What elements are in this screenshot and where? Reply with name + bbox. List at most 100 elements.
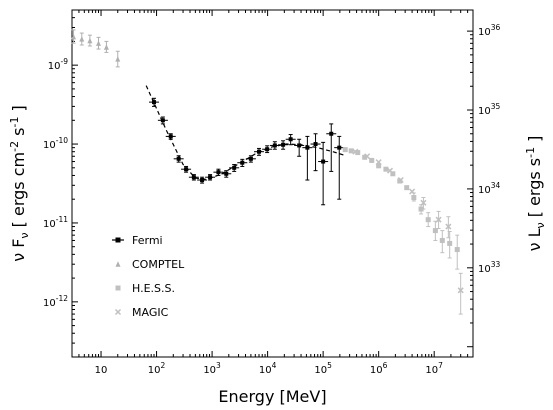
marker-cross-stroke [435,216,442,223]
marker-square [369,157,375,163]
marker-square [224,171,229,176]
marker-square [337,145,342,150]
marker-cross-stroke [397,176,404,184]
series-comptel [71,29,121,68]
marker-square [454,247,460,253]
marker-cross-stroke [375,159,382,166]
y-tick-label-left: 10-10 [43,136,68,151]
x-axis-title: Energy [MeV] [218,387,326,406]
marker-cross-stroke [386,167,394,174]
marker-square [321,159,326,164]
marker-square [305,145,310,150]
marker-cross [409,188,416,195]
marker-square [390,171,396,177]
marker-square [376,163,382,169]
marker-cross [420,199,427,206]
marker-square [362,154,368,160]
marker-square [232,165,237,170]
legend-entry-h-e-s-s-: H.E.S.S. [115,282,175,295]
marker-square [439,237,445,243]
marker-triangle [87,37,93,44]
marker-cross [375,159,382,166]
legend-entry-comptel: COMPTEL [115,258,185,271]
marker-square [425,217,431,223]
marker-square [329,131,334,136]
data-points [71,29,464,315]
marker-cross [386,167,394,174]
marker-square [447,240,453,246]
marker-cross [364,153,371,160]
marker-cross-stroke [114,308,122,316]
marker-cross-stroke [445,223,452,230]
legend-entry-fermi: Fermi [112,234,163,247]
tick-labels: 10 102 103 104 105 106 107 10-12 10-11 10-10 10-9 1… [43,23,500,376]
y-tick-label-right: 1036 [478,23,501,38]
marker-square [272,143,277,148]
marker-square [404,185,410,191]
marker-triangle [115,56,121,62]
marker-square [348,148,354,154]
axis-ticks [71,9,474,358]
x-tick-label: 107 [425,361,443,376]
marker-square [288,137,293,142]
marker-cross [435,216,442,223]
x-tick-label: 106 [370,361,388,376]
marker-cross-stroke [409,188,416,195]
marker-square [168,134,173,139]
fit-lines [145,85,347,181]
series-magic [352,148,464,315]
marker-square [200,178,205,183]
y-tick-label-left: 10-11 [43,215,68,230]
y-tick-label-right: 1033 [478,260,501,275]
legend-entry-magic: MAGIC [114,306,169,319]
marker-triangle [115,261,121,267]
marker-square [191,175,196,180]
marker-cross [397,176,404,184]
x-tick-label: 102 [148,361,166,376]
marker-square [115,237,121,243]
marker-square [176,156,181,161]
y-axis-title-left: ν Fν [ ergs cm-2 s-1 ] [8,105,31,262]
marker-square [240,160,245,165]
marker-square [281,142,286,147]
legend-label: MAGIC [132,306,169,319]
y-tick-label-left: 10-12 [43,294,68,309]
marker-square [383,166,389,172]
marker-triangle [103,44,109,50]
x-tick-label: 103 [203,361,221,376]
y-tick-label-right: 1034 [478,181,501,196]
y-axis-title-right: ν Lν [ ergs s-1 ] [524,136,547,252]
legend-label: COMPTEL [132,258,185,271]
series-fermi [149,97,345,206]
marker-square [313,142,318,147]
marker-square [115,285,121,291]
x-tick-label: 10 [95,365,108,376]
marker-square [160,118,165,123]
marker-square [257,149,262,154]
marker-square [248,156,253,161]
marker-cross [457,287,464,294]
marker-triangle [79,36,85,42]
marker-square [152,100,157,105]
marker-square [216,170,221,175]
marker-cross [114,308,122,316]
marker-cross-stroke [364,153,371,160]
marker-square [184,167,189,172]
marker-square [342,147,348,153]
legend-label: H.E.S.S. [132,282,175,295]
y-tick-label-left: 10-9 [48,57,68,72]
legend: Fermi COMPTEL H.E.S.S. MAGIC [112,234,185,319]
marker-cross-stroke [352,148,359,155]
marker-triangle [71,33,77,40]
series-h-e-s-s- [342,147,460,270]
plot-frame [71,9,474,358]
marker-cross-stroke [457,287,464,294]
marker-square [418,206,424,212]
marker-square [355,150,361,156]
marker-cross-stroke [420,199,427,206]
x-tick-label: 105 [314,361,332,376]
marker-square [265,147,270,152]
marker-square [432,228,438,234]
marker-triangle [95,40,101,46]
